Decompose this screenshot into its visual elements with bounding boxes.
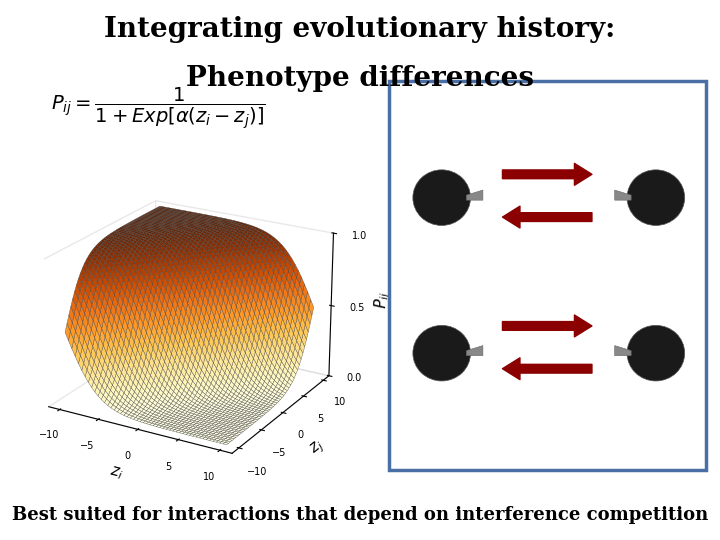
Ellipse shape xyxy=(413,326,471,381)
Ellipse shape xyxy=(627,326,685,381)
Y-axis label: $z_j$: $z_j$ xyxy=(307,437,328,460)
Polygon shape xyxy=(467,190,483,200)
Ellipse shape xyxy=(413,170,471,225)
Text: Best suited for interactions that depend on interference competition: Best suited for interactions that depend… xyxy=(12,506,708,524)
Polygon shape xyxy=(615,346,631,356)
Text: $P_{ij} = \dfrac{1}{1 + Exp[\alpha(z_i - z_j)]}$: $P_{ij} = \dfrac{1}{1 + Exp[\alpha(z_i -… xyxy=(51,85,266,131)
Ellipse shape xyxy=(627,170,685,225)
Text: Integrating evolutionary history:: Integrating evolutionary history: xyxy=(104,16,616,43)
Text: Phenotype differences: Phenotype differences xyxy=(186,65,534,92)
Polygon shape xyxy=(467,346,483,356)
X-axis label: $z_i$: $z_i$ xyxy=(108,463,125,482)
Polygon shape xyxy=(615,190,631,200)
